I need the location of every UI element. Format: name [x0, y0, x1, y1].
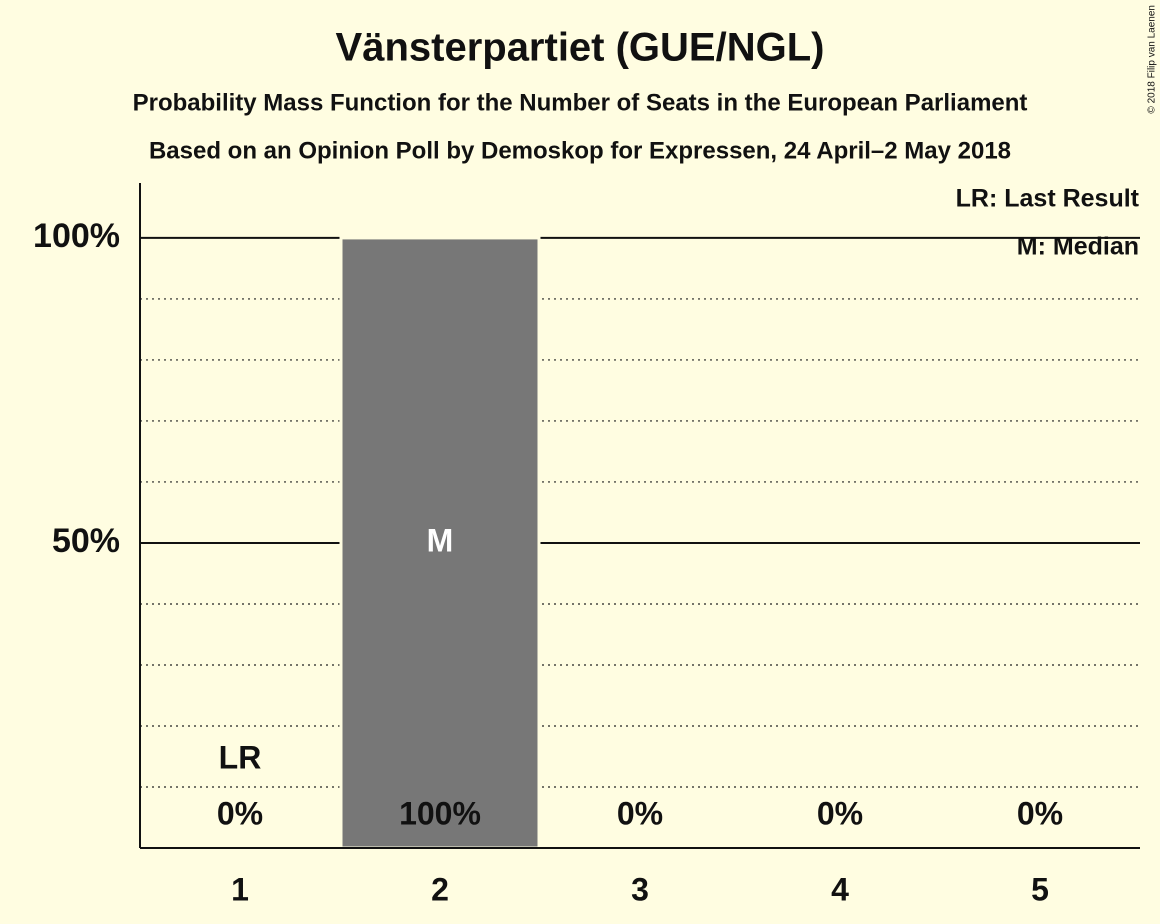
chart-title: Vänsterpartiet (GUE/NGL): [336, 26, 825, 70]
chart-subtitle: Based on an Opinion Poll by Demoskop for…: [149, 137, 1011, 164]
bar: [339, 236, 541, 850]
value-label: 0%: [217, 795, 263, 831]
annotation: M: [427, 522, 454, 558]
value-label: 100%: [399, 795, 481, 831]
x-tick-label: 1: [231, 871, 249, 907]
copyright: © 2018 Filip van Laenen: [1147, 5, 1158, 114]
legend-entry: M: Median: [1017, 233, 1139, 261]
legend-entry: LR: Last Result: [956, 185, 1140, 213]
annotation: LR: [219, 739, 262, 775]
value-label: 0%: [817, 795, 863, 831]
x-tick-label: 4: [831, 871, 849, 907]
value-label: 0%: [1017, 795, 1063, 831]
y-tick-label: 100%: [33, 217, 120, 255]
chart-subtitle: Probability Mass Function for the Number…: [133, 89, 1028, 116]
value-label: 0%: [617, 795, 663, 831]
x-tick-label: 2: [431, 871, 449, 907]
x-tick-label: 5: [1031, 871, 1049, 907]
y-tick-label: 50%: [52, 522, 120, 560]
x-tick-label: 3: [631, 871, 649, 907]
